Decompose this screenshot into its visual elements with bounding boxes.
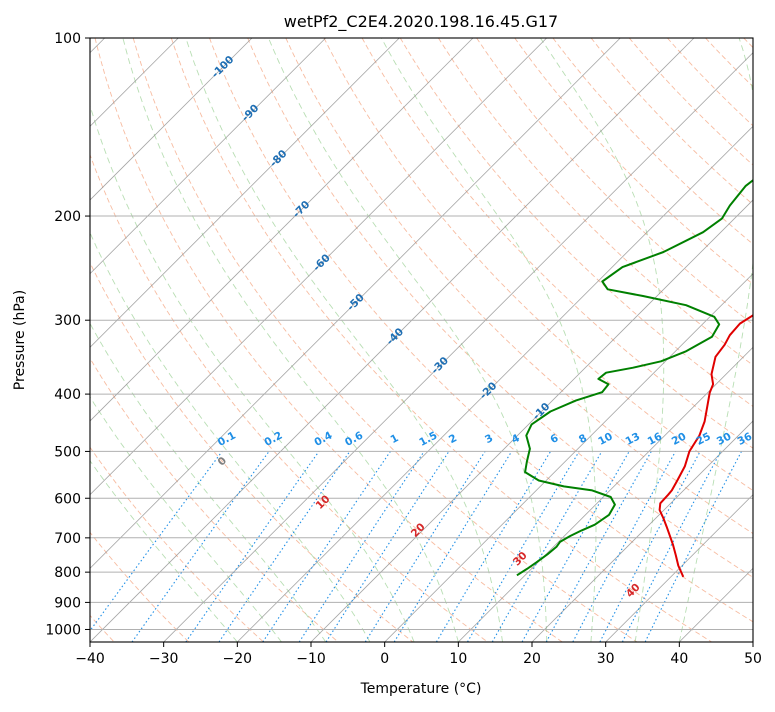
isotherm-line (0, 38, 399, 642)
mixing-ratio-label: 25 (694, 430, 713, 447)
mixing-ratio-label: 0.4 (312, 430, 334, 449)
x-tick-label: −40 (75, 651, 105, 667)
mixing-ratio-line (299, 451, 424, 642)
x-axis-label: Temperature (°C) (360, 681, 482, 697)
isotherm-line (0, 38, 326, 642)
y-tick-label: 800 (54, 565, 81, 581)
moist-adiabat-line (123, 38, 458, 642)
y-tick-label: 400 (54, 387, 81, 403)
x-tick-label: −30 (149, 651, 179, 667)
mixing-ratio-line (573, 451, 676, 642)
y-axis-ticks: 100 200 300 400 500 600 700 800 900 1000 (45, 31, 90, 638)
dry-adiabat-line (57, 38, 491, 644)
mixing-ratio-label: 4 (510, 432, 522, 446)
dry-adiabat-label: 30 (511, 550, 530, 569)
mixing-ratio-line (263, 451, 391, 642)
isotherm-line (753, 38, 775, 642)
y-tick-label: 1000 (45, 622, 81, 638)
x-tick-label: 10 (449, 651, 467, 667)
mixing-ratio-label: 13 (624, 430, 643, 447)
mixing-ratio-label: 36 (736, 430, 755, 447)
mixing-ratio-line (546, 451, 651, 642)
dry-adiabat-label: 40 (624, 581, 643, 600)
mixing-ratio-line (645, 451, 741, 642)
isotherm-line (532, 38, 775, 642)
isotherm-line (0, 38, 252, 642)
dry-adiabat-line (0, 38, 266, 644)
y-tick-label: 700 (54, 531, 81, 547)
y-tick-label: 600 (54, 491, 81, 507)
mixing-ratio-line (82, 451, 222, 642)
x-tick-label: −20 (223, 651, 253, 667)
pressure-gridlines (90, 38, 753, 630)
moist-adiabat-line (679, 38, 759, 642)
dry-adiabat-line (744, 38, 775, 644)
y-tick-label: 100 (54, 31, 81, 47)
mixing-ratio-label: 2 (447, 432, 459, 446)
y-axis-label: Pressure (hPa) (12, 290, 28, 390)
dry-adiabat-line (438, 38, 775, 644)
moist-adiabat-line (33, 38, 370, 642)
isotherm-line (164, 38, 768, 642)
mixing-ratio-label: 10 (596, 430, 615, 447)
isotherm-line (0, 38, 547, 642)
mixing-ratio-label: 3 (483, 432, 495, 446)
chart-title: wetPf2_C2E4.2020.198.16.45.G17 (284, 12, 558, 32)
x-tick-label: 30 (597, 651, 615, 667)
y-tick-label: 200 (54, 209, 81, 225)
dry-adiabat-line (286, 38, 775, 644)
dry-adiabat-label: 0 (215, 455, 229, 469)
y-tick-label: 900 (54, 595, 81, 611)
dry-adiabat-line (248, 38, 775, 644)
moist-adiabat-line (73, 38, 414, 642)
isotherm-line (385, 38, 775, 642)
x-tick-label: −10 (296, 651, 326, 667)
moist-adiabat-line (186, 38, 503, 642)
mixing-ratio-label: 30 (715, 430, 734, 447)
mixing-ratio-line (622, 451, 720, 642)
y-tick-label: 300 (54, 313, 81, 329)
mixing-ratio-label: 1 (389, 432, 401, 446)
dry-adiabat-line (553, 38, 775, 644)
mixing-ratio-label: 0.6 (343, 430, 365, 449)
dry-adiabat-line (591, 38, 775, 644)
plot-frame (90, 38, 753, 642)
x-tick-label: 40 (670, 651, 688, 667)
mixing-ratio-label: 6 (548, 432, 560, 446)
x-axis-ticks: −40 −30 −20 −10 0 10 20 30 40 50 (75, 642, 762, 667)
mixing-ratio-line (600, 451, 700, 642)
moist-adiabat-line (0, 38, 326, 642)
mixing-ratio-label: 0.1 (216, 430, 238, 449)
moist-adiabat-line (381, 38, 596, 642)
moist-adiabat-line (0, 38, 237, 642)
moist-adiabat-line (269, 38, 547, 642)
dry-adiabat-label: 20 (409, 521, 428, 540)
x-tick-label: 50 (744, 651, 762, 667)
isotherm-line (16, 38, 620, 642)
mixing-ratio-line (468, 451, 580, 642)
dry-adiabat-line (515, 38, 775, 644)
y-tick-label: 500 (54, 444, 81, 460)
mixing-ratio-line (326, 451, 449, 642)
temperature-profile-line (660, 38, 775, 577)
dry-adiabat-line (0, 38, 191, 644)
x-tick-label: 0 (380, 651, 389, 667)
dry-adiabat-line (362, 38, 775, 644)
mixing-ratio-label: 0.2 (262, 430, 284, 449)
mixing-ratio-label: 1.5 (417, 430, 439, 449)
x-tick-label: 20 (523, 651, 541, 667)
